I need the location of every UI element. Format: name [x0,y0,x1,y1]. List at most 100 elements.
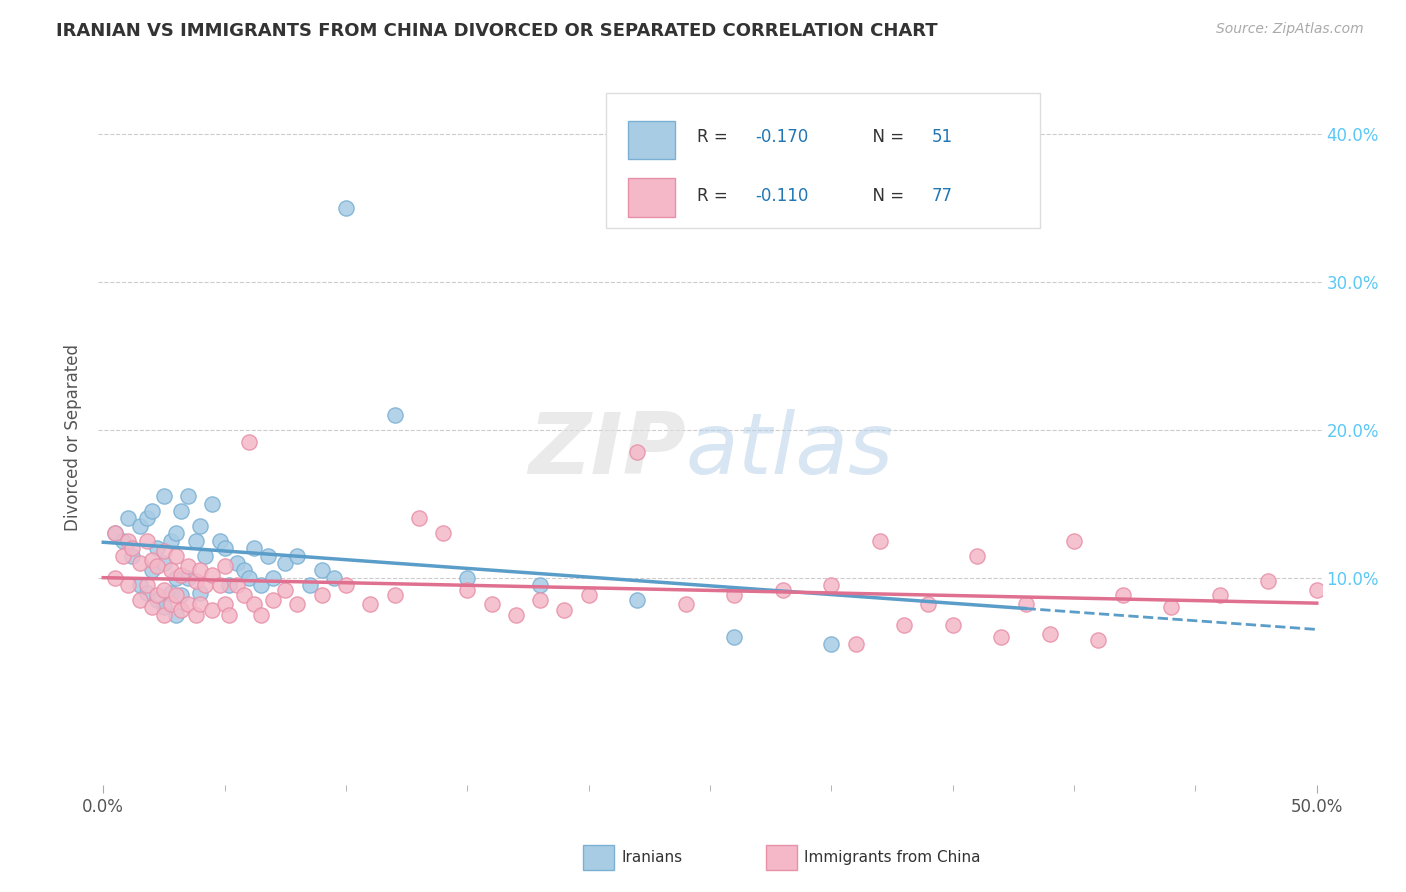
Point [188,563,212,577]
Point [311,589,333,603]
Point [128,593,150,607]
Point [165,571,187,585]
Point [1160,600,1182,615]
Point [153,544,176,558]
Point [128,578,150,592]
Text: 51: 51 [931,128,952,145]
Point [165,607,187,622]
Point [287,549,309,563]
Point [145,589,167,603]
Point [153,582,176,597]
Point [966,549,988,563]
Point [1208,589,1232,603]
Point [153,600,176,615]
Point [250,578,273,592]
Point [845,637,868,651]
Point [177,598,200,612]
Text: -0.110: -0.110 [755,186,808,204]
Point [208,578,231,592]
FancyBboxPatch shape [606,93,1040,228]
Point [578,589,600,603]
Point [456,582,478,597]
Point [188,585,212,599]
Point [165,549,187,563]
Point [1257,574,1279,588]
Point [153,607,176,622]
Point [990,630,1012,644]
Text: R =: R = [696,128,733,145]
Text: Iranians: Iranians [621,850,682,864]
Point [160,563,183,577]
Point [111,533,134,548]
Point [225,578,247,592]
Point [233,563,256,577]
Text: IRANIAN VS IMMIGRANTS FROM CHINA DIVORCED OR SEPARATED CORRELATION CHART: IRANIAN VS IMMIGRANTS FROM CHINA DIVORCE… [56,22,938,40]
Point [104,526,127,541]
Point [529,578,551,592]
Point [481,598,503,612]
Point [723,630,745,644]
Point [1087,632,1109,647]
Point [153,556,176,570]
Text: Immigrants from China: Immigrants from China [804,850,981,864]
Point [262,571,284,585]
Point [1306,582,1329,597]
Point [111,549,134,563]
Point [160,598,183,612]
Point [942,618,965,632]
Point [153,489,176,503]
Point [238,434,260,449]
Point [160,533,183,548]
Point [165,526,187,541]
Point [214,541,236,555]
Text: -0.170: -0.170 [755,128,808,145]
Point [225,556,247,570]
Point [238,571,260,585]
Point [104,571,127,585]
Text: Source: ZipAtlas.com: Source: ZipAtlas.com [1216,22,1364,37]
Point [104,526,127,541]
Point [675,598,697,612]
Bar [628,178,675,217]
Point [869,533,891,548]
Point [214,598,236,612]
Point [194,549,217,563]
Point [184,533,207,548]
Point [136,533,159,548]
Point [250,607,273,622]
Text: N =: N = [862,186,910,204]
Point [335,201,357,215]
Point [145,558,167,573]
Point [772,582,794,597]
Point [145,541,167,555]
Point [141,553,163,567]
Point [136,585,159,599]
Bar [628,120,675,159]
Point [456,571,478,585]
Point [408,511,430,525]
Point [136,511,159,525]
Point [214,558,236,573]
Point [1063,533,1085,548]
Point [262,593,284,607]
Point [274,556,297,570]
Point [188,598,212,612]
Point [208,533,231,548]
Point [820,578,842,592]
Point [121,549,143,563]
Text: ZIP: ZIP [527,409,686,492]
Point [1111,589,1133,603]
Point [257,549,280,563]
Point [170,589,193,603]
Point [218,607,240,622]
Point [1039,627,1062,641]
Point [384,589,406,603]
Point [298,578,321,592]
Point [359,598,381,612]
Point [274,582,297,597]
Point [141,563,163,577]
Point [201,603,224,617]
Point [287,598,309,612]
Point [188,519,212,533]
Point [201,567,224,582]
